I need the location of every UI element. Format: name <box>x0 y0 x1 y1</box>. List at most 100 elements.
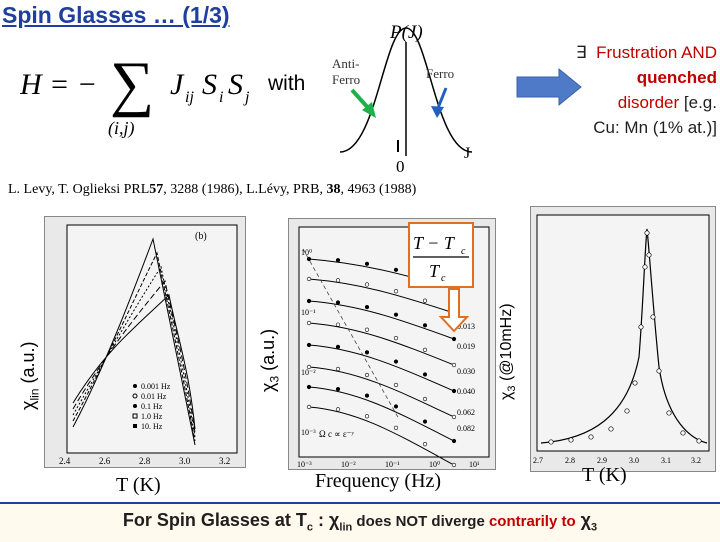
curve-label-3: 0.030 <box>457 367 475 376</box>
frustration-line2: quenched <box>636 68 717 87</box>
footer-band <box>0 502 720 542</box>
chi3-peak-point <box>632 380 638 386</box>
p2-xtick-4: 10⁰ <box>429 460 440 469</box>
legend-item-1: 0.001 Hz <box>141 382 171 391</box>
chi3-frequency-point <box>364 372 370 378</box>
legend-item-4: 1.0 Hz <box>141 412 163 421</box>
spin-s2-sub: j <box>243 89 250 106</box>
chi3-peak-point <box>646 252 652 258</box>
pj-j-axis-label: J <box>464 145 470 162</box>
legend-item-2: 0.01 Hz <box>141 392 167 401</box>
p3-xtick-4: 3.0 <box>629 456 639 465</box>
chi-lin-curves <box>72 237 196 446</box>
omega-annotation: Ω c ∝ ε⁻ʸ <box>319 429 354 439</box>
pj-label: P(J) <box>389 22 423 43</box>
panel2-xticks: 10⁻³ 10⁻² 10⁻¹ 10⁰ 10¹ <box>297 460 480 469</box>
coupling-j-sub: ij <box>185 89 194 106</box>
chi3-frequency-point <box>364 414 370 419</box>
reduced-temp-numerator: T − T <box>413 233 456 253</box>
p1-xtick-5: 3.2 <box>219 456 230 466</box>
dashed-guide-line <box>302 248 400 420</box>
chi3-peak-point <box>650 314 656 320</box>
chi3-frequency-point <box>422 419 428 424</box>
chi3-peak-point <box>656 368 662 374</box>
chi3-frequency-curve <box>308 344 455 392</box>
chi3-frequency-point <box>364 304 370 310</box>
chi3-peak-point <box>624 408 630 414</box>
block-arrow-right <box>516 67 582 107</box>
chi3-10mhz-ylabel: χ3 (@10mHz) <box>498 303 519 400</box>
spin-s2: S <box>228 68 243 101</box>
p2-ytick-4: 10⁻³ <box>301 428 316 437</box>
reduced-temp-denominator: T <box>429 261 441 281</box>
p3-xtick-2: 2.8 <box>565 456 575 465</box>
chi3-frequency-point <box>422 396 428 402</box>
frustration-line1: Frustration AND <box>596 43 717 62</box>
p2-ytick-3: 10⁻² <box>301 368 316 377</box>
p1-xtick-4: 3.0 <box>179 456 191 466</box>
chi3-peak-point <box>696 438 702 444</box>
chi3-peak-point <box>638 324 644 330</box>
chi-lin-plot: (b) 0.001 Hz 0.01 Hz 0.1 Hz 1.0 Hz 10. H… <box>44 216 246 468</box>
chi3-frequency-point <box>306 342 312 348</box>
chi3-frequency-point <box>393 312 399 317</box>
curve-label-1: 0.013 <box>457 322 475 331</box>
chi3-temperature-plot-svg: 2.7 2.8 2.9 3.0 3.1 3.2 <box>533 214 710 465</box>
chi3-temperature-xlabel: T (K) <box>582 464 627 486</box>
pj-distribution-diagram: P(J) Anti- Ferro Ferro 0 J <box>332 22 473 176</box>
with-label: with <box>268 72 306 95</box>
chi-lin-plot-svg: (b) 0.001 Hz 0.01 Hz 0.1 Hz 1.0 Hz 10. H… <box>59 224 238 466</box>
chi-lin-xlabel: T (K) <box>116 474 161 496</box>
chi3-frequency-point <box>335 322 341 327</box>
chi-lin-curve <box>72 279 196 434</box>
frustration-line3b: [e.g. <box>683 93 717 112</box>
p2-xtick-1: 10⁻³ <box>297 460 312 469</box>
chi3-frequency-curve <box>308 322 455 366</box>
chi3-peak-point <box>642 264 648 270</box>
panel2-curve-labels: 0.013 0.019 0.030 0.040 0.062 0.082 <box>457 322 475 433</box>
chi3-frequency-point <box>422 372 428 377</box>
chi3-frequency-point <box>306 276 312 282</box>
chi3-frequency-point <box>364 327 370 332</box>
panel2-yticks: 10⁰ 10⁻¹ 10⁻² 10⁻³ <box>301 248 316 437</box>
chi3-frequency-curve <box>308 386 455 442</box>
curve-label-4: 0.040 <box>457 387 475 396</box>
anti-ferro-label-line2: Ferro <box>332 72 360 87</box>
curve-label-6: 0.082 <box>457 424 475 433</box>
chi3-frequency-curve <box>308 406 455 466</box>
pj-zero-label: 0 <box>396 157 405 176</box>
hamiltonian-lhs: H = − <box>20 68 97 101</box>
chi3-frequency-point <box>451 438 457 444</box>
chi3-frequency-point <box>451 414 457 420</box>
sum-index: (i,j) <box>108 118 135 139</box>
legend-item-3: 0.1 Hz <box>141 402 163 411</box>
chi3-peak-point <box>608 426 614 432</box>
p3-xtick-3: 2.9 <box>597 456 607 465</box>
panel3-xticks: 2.7 2.8 2.9 3.0 3.1 3.2 <box>533 456 701 465</box>
p3-xtick-6: 3.2 <box>691 456 701 465</box>
chi3-frequency-point <box>306 384 312 390</box>
chi3-frequency-point <box>422 442 428 447</box>
chi3-frequency-point <box>422 298 428 303</box>
sum-symbol: ∑ <box>110 50 154 118</box>
chi3-peak-point <box>666 410 672 416</box>
chi3-frequency-point <box>393 289 399 294</box>
chi3-frequency-point <box>393 425 399 430</box>
anti-ferro-label-line1: Anti- <box>332 56 359 71</box>
chi3-frequency-point <box>422 323 428 328</box>
chi3-peak-curve <box>540 228 708 445</box>
p1-xtick-3: 2.8 <box>139 456 151 466</box>
chi3-frequency-point <box>451 462 457 468</box>
chi3-frequency-point <box>335 344 341 349</box>
p2-ytick-2: 10⁻¹ <box>301 308 316 317</box>
frustration-line3a: disorder <box>617 93 680 112</box>
p3-xtick-1: 2.7 <box>533 456 543 465</box>
chi3-frequency-point <box>393 336 399 341</box>
chi-lin-ylabel: χlin (a.u.) <box>18 341 42 410</box>
chi3-frequency-point <box>335 258 341 263</box>
p3-xtick-5: 3.1 <box>661 456 671 465</box>
chi3-frequency-point <box>335 387 341 392</box>
chi3-frequency-point <box>451 362 457 368</box>
p1-xtick-2: 2.6 <box>99 456 111 466</box>
chi3-frequency-point <box>306 320 312 326</box>
